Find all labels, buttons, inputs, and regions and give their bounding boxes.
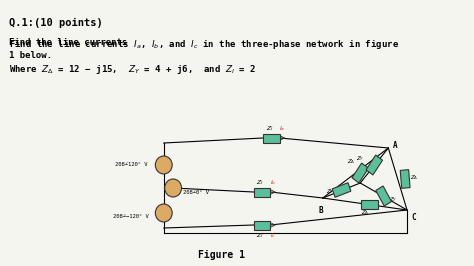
Text: $Z_Y$: $Z_Y$ xyxy=(326,187,335,196)
Text: $Z_\Delta$: $Z_\Delta$ xyxy=(361,208,369,217)
Text: Where $Z_\Delta$ = 12 − j15,  $Z_Y$ = 4 + j6,  and $Z_l$ = 2: Where $Z_\Delta$ = 12 − j15, $Z_Y$ = 4 +… xyxy=(9,63,256,76)
Text: $Z_\Delta$: $Z_\Delta$ xyxy=(410,173,419,182)
Text: $Z_l$: $Z_l$ xyxy=(256,178,264,187)
Text: 1 below.: 1 below. xyxy=(9,51,52,60)
Circle shape xyxy=(164,179,182,197)
Text: 208∠−120° V: 208∠−120° V xyxy=(113,214,149,218)
Bar xyxy=(254,188,271,197)
Bar xyxy=(263,134,280,143)
Text: A: A xyxy=(393,142,398,151)
Bar xyxy=(352,163,368,183)
Text: Q.1:(10 points): Q.1:(10 points) xyxy=(9,18,103,28)
Text: $I_c$: $I_c$ xyxy=(270,231,276,240)
Text: $Z_l$: $Z_l$ xyxy=(266,124,273,133)
Bar xyxy=(254,221,271,230)
Text: 208∠0° V: 208∠0° V xyxy=(183,190,210,196)
Text: 208∠120° V: 208∠120° V xyxy=(115,163,147,168)
Text: C: C xyxy=(412,213,416,222)
Bar xyxy=(332,183,351,197)
Bar xyxy=(361,200,378,209)
Text: B: B xyxy=(319,206,323,215)
Text: $I_b$: $I_b$ xyxy=(270,178,276,187)
Text: $Z_Y$: $Z_Y$ xyxy=(356,154,365,163)
Circle shape xyxy=(155,204,172,222)
Bar xyxy=(400,170,410,188)
Bar xyxy=(366,155,383,175)
Bar xyxy=(376,186,392,206)
Text: $Z_\Delta$: $Z_\Delta$ xyxy=(346,157,355,166)
Text: Find the line currents: Find the line currents xyxy=(9,38,133,47)
Circle shape xyxy=(155,156,172,174)
Text: $Z_Y$: $Z_Y$ xyxy=(389,195,397,204)
Text: Figure 1: Figure 1 xyxy=(198,250,245,260)
Text: $I_a$: $I_a$ xyxy=(280,124,286,133)
Text: Find the line currents $\mathit{I_a}$, $\mathit{I_b}$, and $\mathit{I_c}$ in the: Find the line currents $\mathit{I_a}$, $… xyxy=(9,38,400,51)
Text: $Z_l$: $Z_l$ xyxy=(256,231,264,240)
